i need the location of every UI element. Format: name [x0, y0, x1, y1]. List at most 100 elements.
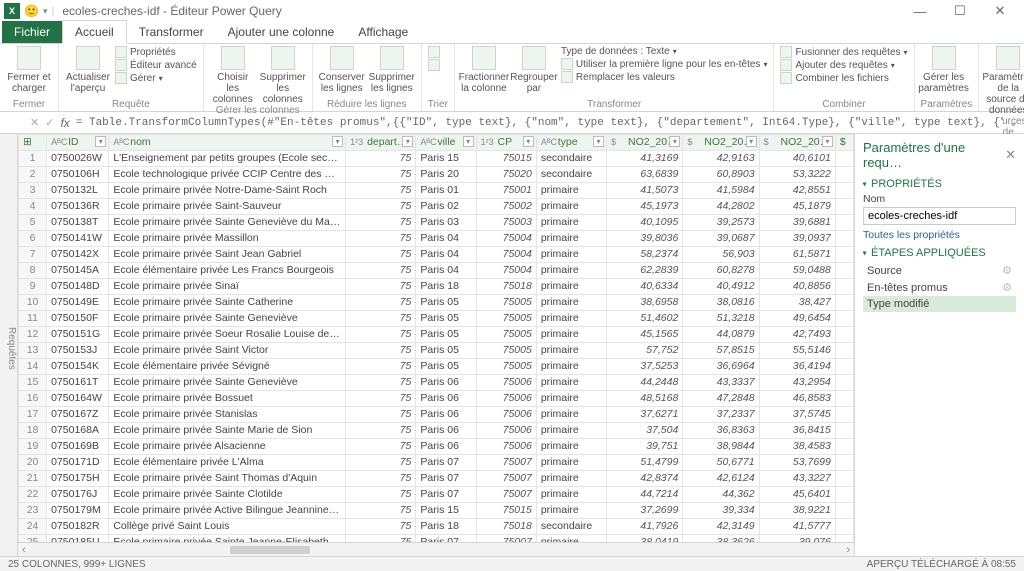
row-number[interactable]: 10 [19, 295, 47, 311]
cell[interactable]: 38,0816 [683, 295, 759, 311]
fx-icon[interactable]: fx [60, 116, 69, 130]
column-filter-icon[interactable]: ▾ [746, 136, 757, 147]
cell[interactable]: 0750182R [47, 519, 109, 535]
cell[interactable]: Paris 05 [416, 343, 476, 359]
cell[interactable]: 39,751 [607, 439, 683, 455]
cell[interactable]: Paris 06 [416, 439, 476, 455]
cell[interactable]: Ecole primaire privée Soeur Rosalie Loui… [109, 327, 346, 343]
table-row[interactable]: 220750176JEcole primaire privée Sainte C… [19, 487, 854, 503]
cell[interactable]: 75020 [476, 167, 536, 183]
cell[interactable]: Ecole primaire privée Sainte Clotilde [109, 487, 346, 503]
cell[interactable]: 0750142X [47, 247, 109, 263]
cell[interactable]: 38,4583 [759, 439, 835, 455]
column-header-NO2_2012[interactable]: $ NO2_2012▾ [607, 135, 683, 151]
cell[interactable]: 47,2848 [683, 391, 759, 407]
cell[interactable]: Ecole primaire privée Sinaï [109, 279, 346, 295]
cell[interactable]: 75 [346, 423, 416, 439]
cell[interactable]: 40,6101 [759, 151, 835, 167]
table-row[interactable]: 180750168AEcole primaire privée Sainte M… [19, 423, 854, 439]
table-row[interactable]: 30750132LEcole primaire privée Notre-Dam… [19, 183, 854, 199]
column-filter-icon[interactable]: ▾ [332, 136, 343, 147]
cell[interactable]: 75 [346, 519, 416, 535]
cell[interactable]: 0750154K [47, 359, 109, 375]
cell[interactable]: primaire [536, 327, 606, 343]
remove-rows-button[interactable]: Supprimer les lignes [369, 46, 415, 94]
cell[interactable]: 75 [346, 327, 416, 343]
horizontal-scrollbar[interactable]: ‹› [18, 542, 854, 556]
cell[interactable]: Paris 04 [416, 231, 476, 247]
append-queries-button[interactable]: Ajouter des requêtes▾ [780, 59, 907, 71]
cell[interactable]: 55,5146 [759, 343, 835, 359]
row-number[interactable]: 25 [19, 535, 47, 543]
row-number[interactable]: 17 [19, 407, 47, 423]
cell[interactable]: Paris 05 [416, 359, 476, 375]
row-number[interactable]: 22 [19, 487, 47, 503]
cell[interactable]: 75 [346, 471, 416, 487]
cell[interactable]: primaire [536, 439, 606, 455]
cell[interactable]: 75 [346, 439, 416, 455]
cell[interactable]: Paris 05 [416, 327, 476, 343]
cell[interactable]: 75 [346, 455, 416, 471]
choose-columns-button[interactable]: Choisir les colonnes [210, 46, 256, 105]
cell[interactable]: Paris 05 [416, 311, 476, 327]
cell[interactable]: Paris 07 [416, 455, 476, 471]
advanced-editor-button[interactable]: Éditeur avancé [115, 59, 197, 71]
cell[interactable]: 57,8515 [683, 343, 759, 359]
cell[interactable]: primaire [536, 295, 606, 311]
properties-button[interactable]: Propriétés [115, 46, 197, 58]
cell[interactable]: 36,8415 [759, 423, 835, 439]
cell[interactable]: 39,076 [759, 535, 835, 543]
row-number[interactable]: 8 [19, 263, 47, 279]
close-button[interactable]: ✕ [980, 0, 1020, 22]
cell[interactable]: 41,7926 [607, 519, 683, 535]
qat-face-icon[interactable]: 🙂 [24, 4, 39, 18]
row-number[interactable]: 20 [19, 455, 47, 471]
pane-close-icon[interactable]: ✕ [1005, 147, 1016, 163]
cell[interactable]: 36,8363 [683, 423, 759, 439]
cell[interactable]: 75 [346, 343, 416, 359]
tab-file[interactable]: Fichier [2, 21, 62, 43]
cell[interactable]: primaire [536, 215, 606, 231]
gear-icon[interactable]: ⚙ [1002, 264, 1012, 277]
table-row[interactable]: 190750169BEcole primaire privée Alsacien… [19, 439, 854, 455]
cell[interactable]: 38,9844 [683, 439, 759, 455]
table-row[interactable]: 130750153JEcole primaire privée Saint Vi… [19, 343, 854, 359]
row-number[interactable]: 11 [19, 311, 47, 327]
cell[interactable]: 60,8903 [683, 167, 759, 183]
cell[interactable]: 41,5777 [759, 519, 835, 535]
cell[interactable]: 75004 [476, 231, 536, 247]
cell[interactable]: 75 [346, 375, 416, 391]
cell[interactable]: 75015 [476, 151, 536, 167]
cell[interactable]: 75 [346, 231, 416, 247]
cell[interactable]: 39,0937 [759, 231, 835, 247]
column-filter-icon[interactable]: ▾ [463, 136, 474, 147]
cell[interactable]: 0750151G [47, 327, 109, 343]
column-filter-icon[interactable]: ▾ [669, 136, 680, 147]
cell[interactable]: primaire [536, 455, 606, 471]
cell[interactable]: 75001 [476, 183, 536, 199]
cell[interactable]: 41,5073 [607, 183, 683, 199]
column-header-ID[interactable]: AᴮC ID▾ [47, 135, 109, 151]
table-row[interactable]: 160750164WEcole primaire privée Bossuet7… [19, 391, 854, 407]
cell[interactable]: Ecole primaire privée Saint Thomas d'Aqu… [109, 471, 346, 487]
cell[interactable]: Paris 07 [416, 535, 476, 543]
qat-dropdown-icon[interactable]: ▾ [43, 6, 48, 17]
cell[interactable]: 75004 [476, 263, 536, 279]
cell[interactable]: Ecole primaire privée Bossuet [109, 391, 346, 407]
tab-ajouter-colonne[interactable]: Ajouter une colonne [216, 21, 347, 43]
column-filter-icon[interactable]: ▾ [523, 136, 534, 147]
cell[interactable]: Paris 06 [416, 391, 476, 407]
cell[interactable]: 0750145A [47, 263, 109, 279]
cell[interactable]: 45,6401 [759, 487, 835, 503]
table-row[interactable]: 200750171DEcole élémentaire privée L'Alm… [19, 455, 854, 471]
column-header-departement[interactable]: 1²3 departement▾ [346, 135, 416, 151]
cell[interactable]: 49,6454 [759, 311, 835, 327]
cell[interactable]: 75 [346, 247, 416, 263]
cell[interactable]: 75 [346, 359, 416, 375]
data-type-button[interactable]: Type de données : Texte▾ [561, 46, 768, 57]
cell[interactable]: 58,2374 [607, 247, 683, 263]
cell[interactable]: 75015 [476, 503, 536, 519]
keep-rows-button[interactable]: Conserver les lignes [319, 46, 365, 94]
cell[interactable]: 0750026W [47, 151, 109, 167]
cell[interactable]: 0750169B [47, 439, 109, 455]
